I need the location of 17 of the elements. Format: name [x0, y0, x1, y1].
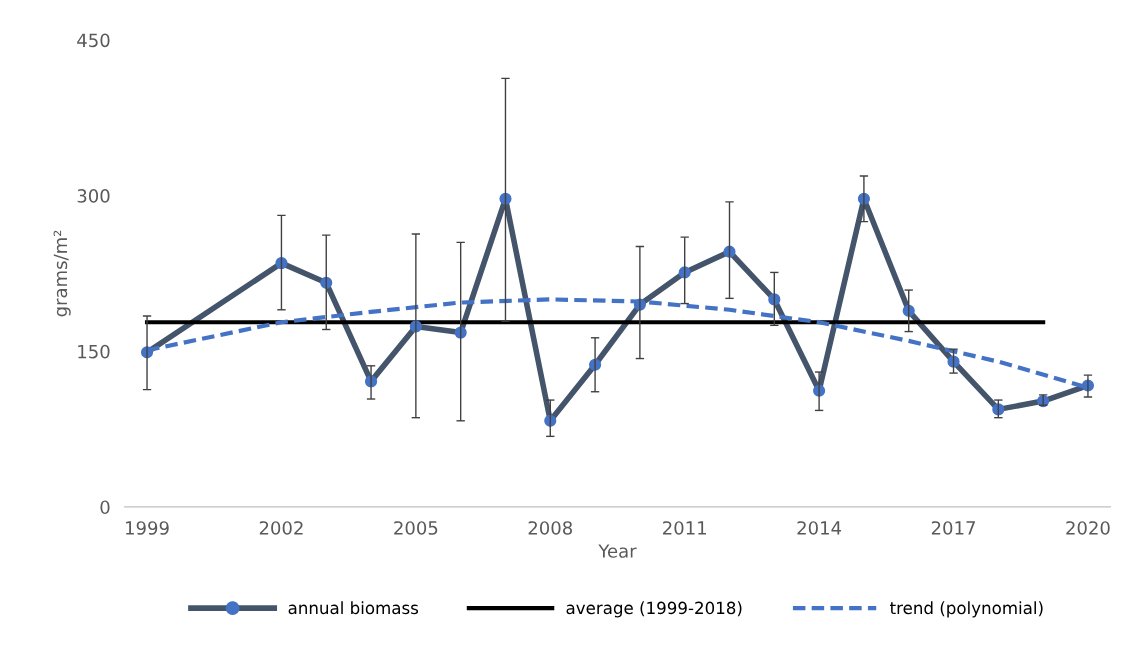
- y-axis-title: grams/m²: [53, 230, 71, 317]
- y-tick-label: 0: [100, 500, 110, 515]
- legend-label: annual biomass: [288, 601, 419, 615]
- x-tick-label: 2008: [528, 521, 573, 535]
- x-tick-label: 2020: [1066, 521, 1110, 535]
- x-tick-label: 2002: [259, 521, 303, 535]
- x-axis-title: Year: [598, 544, 637, 558]
- y-tick-label: 450: [77, 33, 110, 48]
- legend-label: average (1999-2018): [566, 601, 742, 618]
- x-tick-label: 2014: [797, 521, 842, 535]
- legend-label: trend (polynomial): [890, 601, 1043, 618]
- x-tick-label: 2017: [931, 521, 975, 535]
- y-tick-label: 300: [77, 189, 110, 203]
- x-tick-label: 2011: [663, 521, 706, 535]
- y-tick-label: 150: [78, 344, 110, 359]
- x-tick-label: 2005: [394, 521, 438, 535]
- x-tick-label: 1999: [126, 521, 169, 535]
